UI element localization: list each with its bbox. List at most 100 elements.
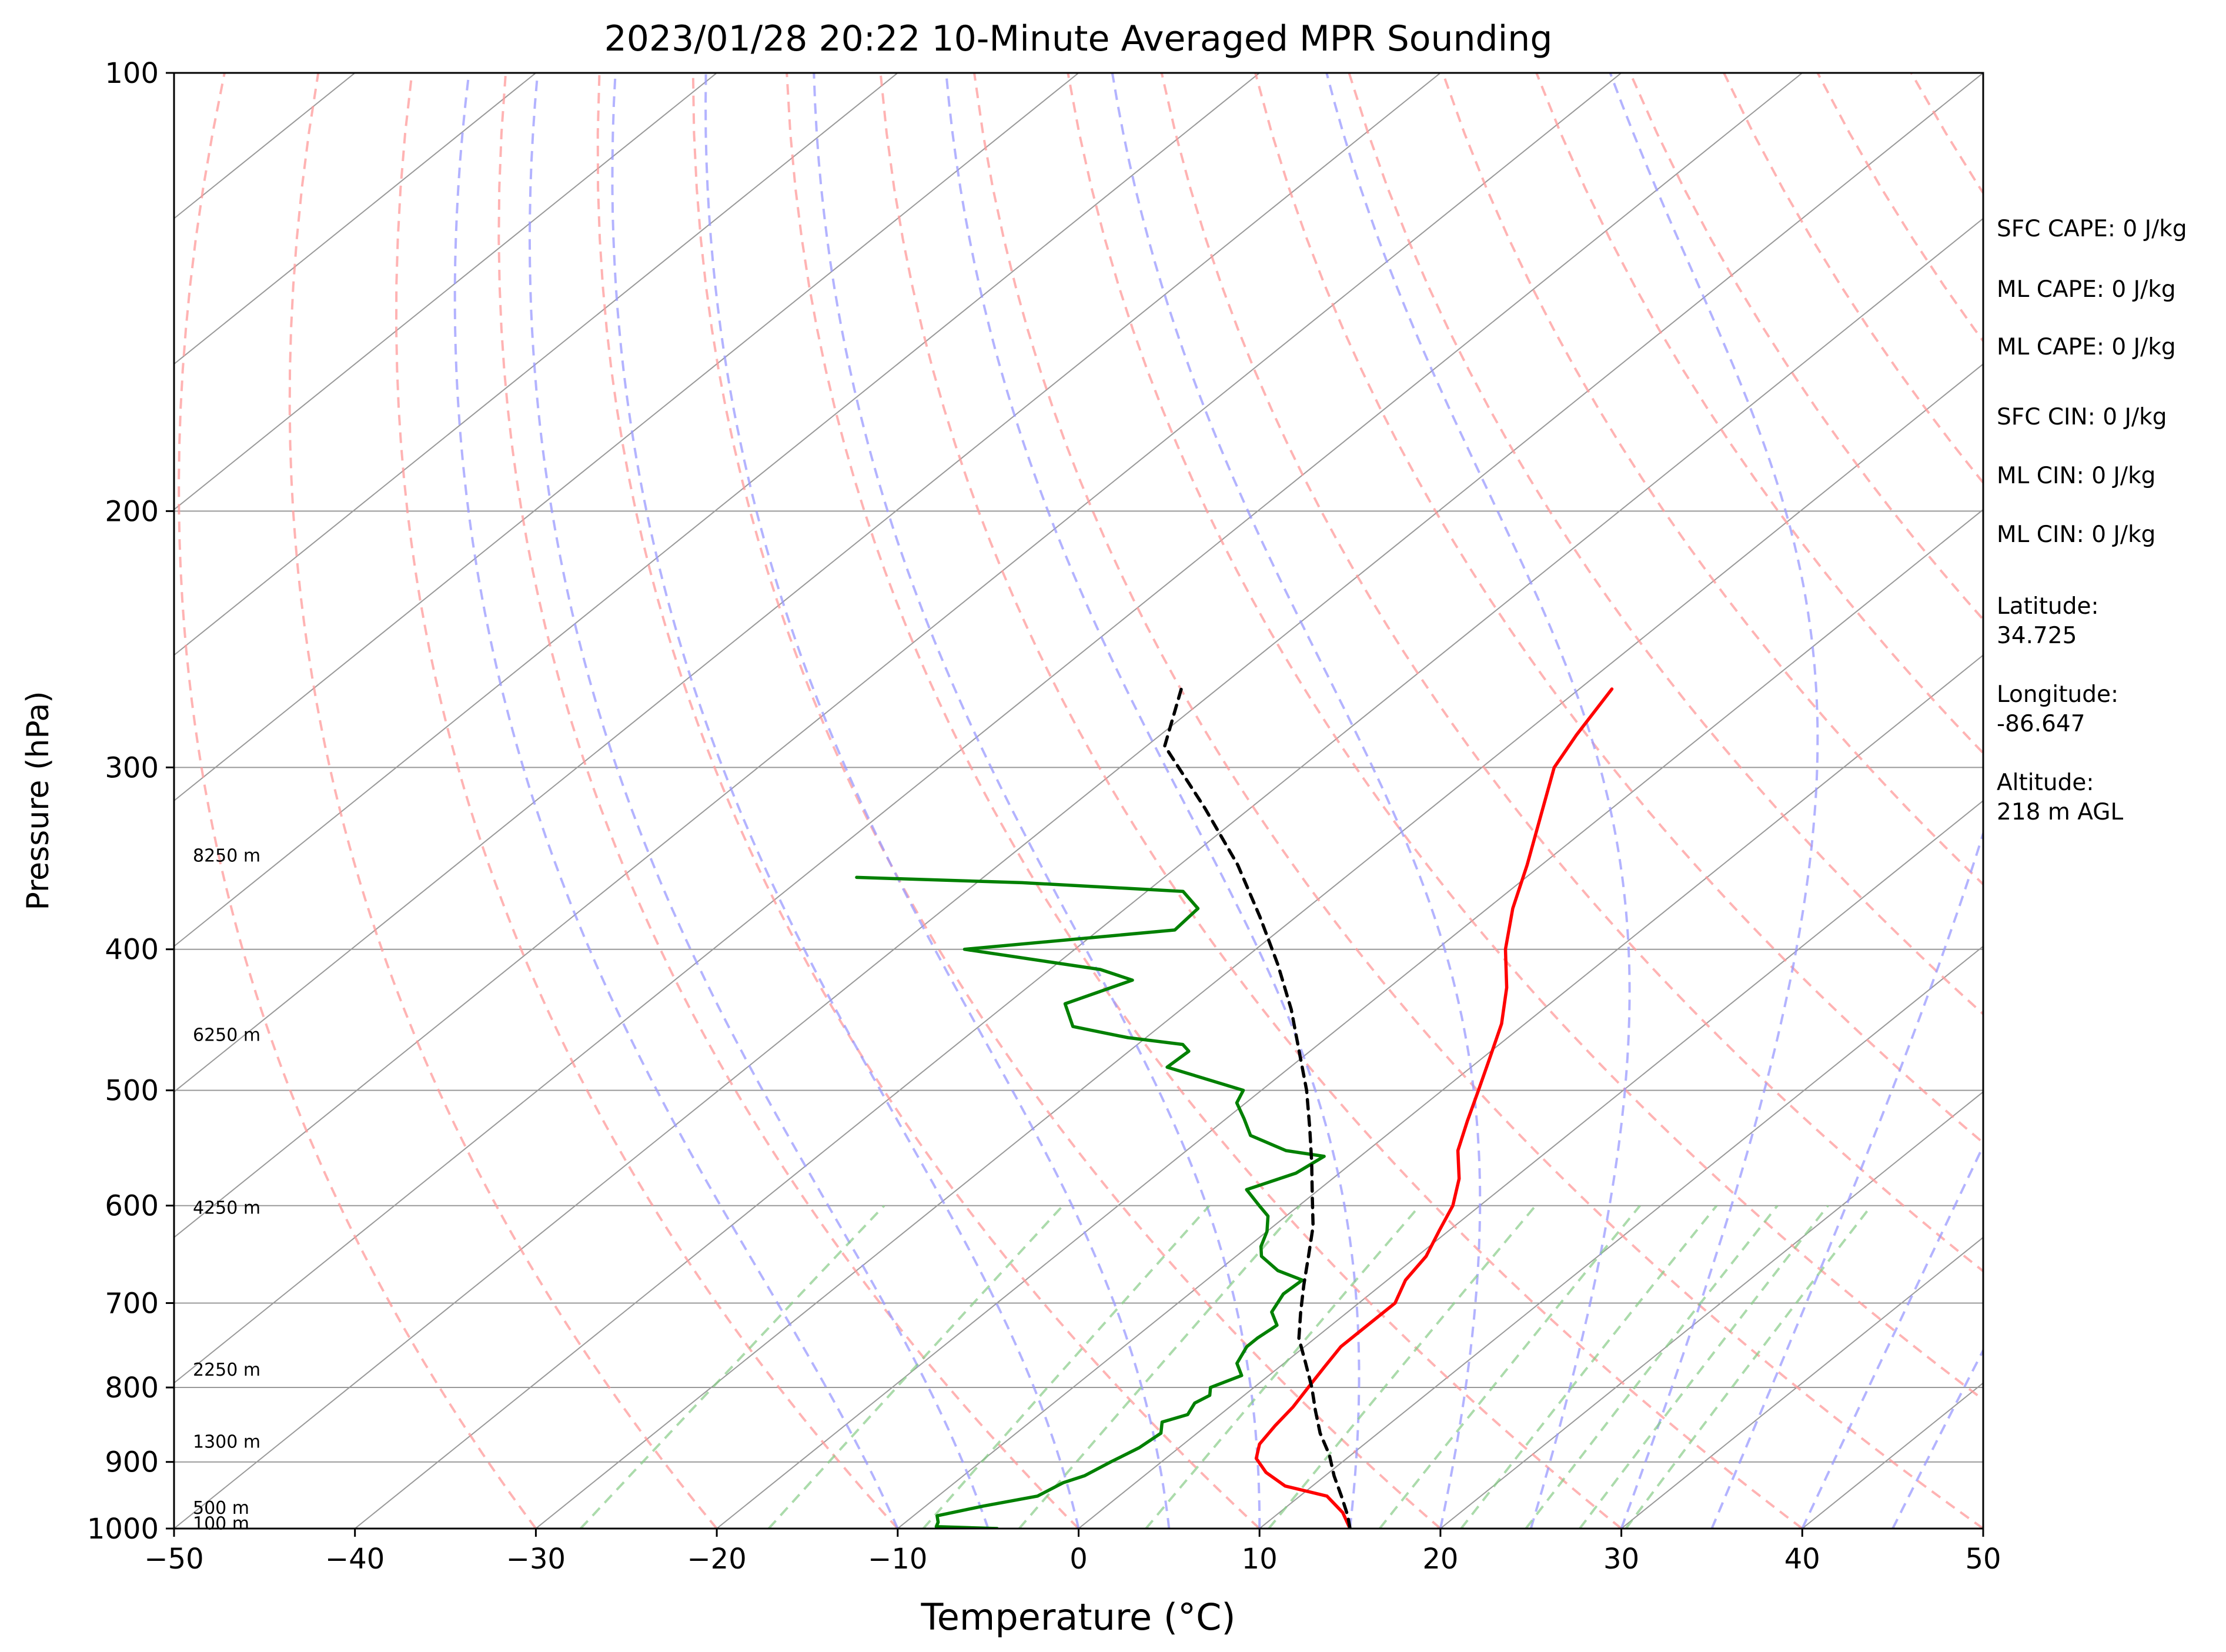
y-tick-label: 400 <box>105 934 159 967</box>
stat-text: ML CIN: 0 J/kg <box>1997 521 2155 548</box>
dry-adiabat-line <box>1160 73 1983 1273</box>
isotherm-line <box>535 363 1983 1529</box>
stat-text: 34.725 <box>1997 623 2077 649</box>
moist-adiabat-line <box>704 73 1171 1529</box>
mixing-ratio-line <box>1579 1205 1829 1529</box>
height-label: 1300 m <box>193 1432 260 1453</box>
y-tick-label: 700 <box>105 1287 159 1320</box>
isotherm-line <box>897 654 1983 1529</box>
x-tick-label: −30 <box>506 1543 566 1576</box>
stat-text: SFC CAPE: 0 J/kg <box>1997 216 2187 242</box>
dry-adiabat-line <box>1442 73 1983 886</box>
isotherm-line <box>1259 945 1983 1529</box>
moist-adiabat-line <box>945 73 1361 1529</box>
isotherm-line <box>174 73 1441 1093</box>
isotherm-line <box>174 73 1622 1239</box>
y-tick-label: 300 <box>105 751 159 784</box>
x-tick-label: 50 <box>1965 1543 2001 1576</box>
mixing-ratio-line <box>579 1205 885 1529</box>
stat-text: ML CAPE: 0 J/kg <box>1997 334 2176 360</box>
isotherm-line <box>1078 800 1983 1529</box>
moist-adiabat-line <box>1111 73 1482 1529</box>
isotherm-line <box>174 73 1079 802</box>
isotherm-line <box>1620 1236 1983 1529</box>
axis-ticks: −50 −40 −30 −20 −10 0 10 20 30 40 50 1000 900 800 700 6… <box>87 57 2001 1576</box>
y-tick-label: 500 <box>105 1075 159 1108</box>
y-tick-label: 1000 <box>87 1513 159 1546</box>
dry-adiabat-line <box>1067 73 1983 1402</box>
mixing-ratio-line <box>1145 1205 1421 1529</box>
reference-lines <box>174 73 1983 1529</box>
y-tick-label: 100 <box>105 57 159 90</box>
sounding-stats: SFC CAPE: 0 J/kg ML CAPE: 0 J/kg ML CAPE: … <box>1997 216 2187 825</box>
x-tick-label: −40 <box>325 1543 385 1576</box>
isotherm-line <box>1440 1091 1983 1529</box>
stat-text: 218 m AGL <box>1997 799 2123 825</box>
height-label: 4250 m <box>193 1198 260 1218</box>
moist-adiabat-line <box>611 73 1080 1529</box>
isotherm-line <box>174 73 717 511</box>
mixing-ratio-line <box>1379 1205 1641 1529</box>
height-label: 500 m <box>193 1498 249 1519</box>
stat-text: ML CAPE: 0 J/kg <box>1997 276 2176 303</box>
y-tick-label: 800 <box>105 1372 159 1404</box>
dry-adiabat-line <box>879 73 1803 1529</box>
mixing-ratio-line <box>767 1205 1064 1529</box>
moist-adiabat-line <box>1801 1143 1983 1529</box>
mixing-ratio-line <box>922 1205 1211 1529</box>
parcel-path <box>1163 687 1352 1529</box>
isotherm-line <box>174 73 1983 1529</box>
stat-text: Latitude: <box>1997 593 2099 620</box>
dry-adiabat-line <box>178 73 537 1529</box>
dry-adiabat-line <box>596 73 1261 1529</box>
moist-adiabat-line <box>1325 73 1631 1529</box>
dry-adiabat-line <box>288 73 718 1529</box>
height-label: 2250 m <box>193 1360 260 1380</box>
x-tick-label: 0 <box>1069 1543 1088 1576</box>
mixing-ratio-line <box>1268 1205 1537 1529</box>
x-tick-label: −50 <box>144 1543 203 1576</box>
x-tick-label: 30 <box>1603 1543 1639 1576</box>
x-axis-label: Temperature (°C) <box>920 1596 1235 1638</box>
stat-text: Longitude: <box>1997 681 2118 708</box>
height-label: 100 m <box>193 1513 249 1534</box>
x-tick-label: 40 <box>1784 1543 1820 1576</box>
isotherm-line <box>174 73 537 365</box>
dewpoint-profile <box>855 875 1326 1529</box>
stat-text: -86.647 <box>1997 711 2085 737</box>
mixing-ratio-line <box>1625 1205 1873 1529</box>
x-tick-label: 10 <box>1242 1543 1278 1576</box>
chart-title: 2023/01/28 20:22 10-Minute Averaged MPR … <box>604 18 1553 59</box>
isotherm-line <box>174 73 898 656</box>
stat-text: ML CIN: 0 J/kg <box>1997 463 2155 489</box>
x-tick-label: −10 <box>868 1543 927 1576</box>
mixing-ratio-line <box>1460 1205 1718 1529</box>
moist-adiabat-line <box>1891 1347 1983 1529</box>
moist-adiabat-line <box>528 73 990 1529</box>
height-label: 8250 m <box>193 846 260 867</box>
isotherm-line <box>174 73 1260 947</box>
stat-text: Altitude: <box>1997 770 2094 796</box>
stat-text: SFC CIN: 0 J/kg <box>1997 404 2167 430</box>
isotherm-line <box>355 218 1983 1529</box>
dry-adiabat-line <box>1348 73 1983 1016</box>
y-axis-label: Pressure (hPa) <box>21 691 56 911</box>
y-tick-label: 200 <box>105 495 159 528</box>
dry-adiabat-line <box>395 73 899 1529</box>
y-tick-label: 600 <box>105 1190 159 1223</box>
y-tick-label: 900 <box>105 1446 159 1479</box>
isotherm-line <box>716 509 1983 1529</box>
x-tick-label: 20 <box>1422 1543 1458 1576</box>
moist-adiabat-line <box>813 73 1261 1529</box>
data-series <box>855 687 1614 1529</box>
dry-adiabat-line <box>973 73 1983 1529</box>
moist-adiabat-line <box>1710 73 1983 1529</box>
mixing-ratio-line <box>1525 1205 1779 1529</box>
isotherm-line <box>174 73 1803 1384</box>
dry-adiabat-line <box>691 73 1442 1529</box>
temperature-profile <box>1254 687 1614 1529</box>
height-label: 6250 m <box>193 1025 260 1045</box>
